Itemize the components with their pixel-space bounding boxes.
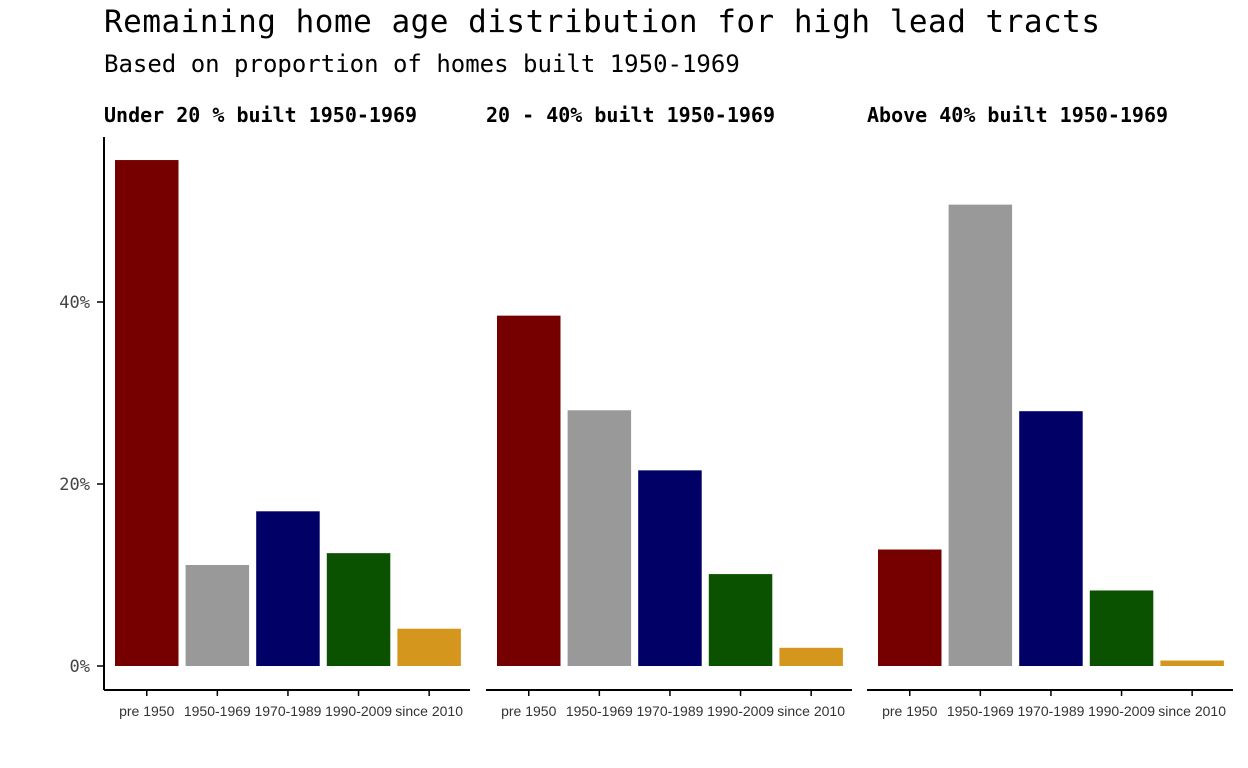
x-tick-label: 1970-1989 (254, 703, 321, 719)
x-tick-label: 1990-2009 (707, 703, 774, 719)
x-tick-label: since 2010 (1158, 703, 1226, 719)
bar-2-4 (708, 574, 773, 666)
x-tick-label: 1950-1969 (947, 703, 1014, 719)
facet-title: 20 - 40% built 1950-1969 (486, 103, 775, 127)
bar-2-2 (567, 410, 632, 666)
bar-1-4 (326, 553, 391, 666)
bar-3-5 (1160, 660, 1224, 666)
chart-subtitle: Based on proportion of homes built 1950-… (104, 50, 740, 78)
x-tick-label: pre 1950 (119, 703, 174, 719)
bar-1-5 (397, 628, 461, 666)
y-tick-label: 0% (70, 657, 90, 677)
x-tick-label: pre 1950 (501, 703, 556, 719)
bar-2-5 (779, 647, 843, 666)
x-tick-label: 1970-1989 (1017, 703, 1084, 719)
x-tick-label: 1990-2009 (325, 703, 392, 719)
bar-1-1 (115, 160, 179, 667)
chart-title: Remaining home age distribution for high… (104, 4, 1101, 40)
x-tick-label: since 2010 (395, 703, 463, 719)
x-tick-label: pre 1950 (882, 703, 937, 719)
bar-3-2 (948, 204, 1013, 666)
bar-1-3 (256, 511, 320, 666)
bar-3-4 (1089, 590, 1154, 666)
x-tick-label: 1990-2009 (1088, 703, 1155, 719)
facet-title: Under 20 % built 1950-1969 (104, 103, 417, 127)
bar-1-2 (185, 564, 250, 666)
bar-2-1 (497, 315, 561, 666)
facet-title: Above 40% built 1950-1969 (867, 103, 1168, 127)
bar-3-1 (878, 549, 942, 666)
x-tick-label: 1950-1969 (566, 703, 633, 719)
y-tick-label: 20% (59, 475, 90, 495)
bar-2-3 (638, 470, 702, 666)
y-tick-label: 40% (59, 293, 90, 313)
bar-3-3 (1019, 411, 1083, 666)
x-tick-label: 1950-1969 (184, 703, 251, 719)
x-tick-label: 1970-1989 (636, 703, 703, 719)
x-tick-label: since 2010 (777, 703, 845, 719)
